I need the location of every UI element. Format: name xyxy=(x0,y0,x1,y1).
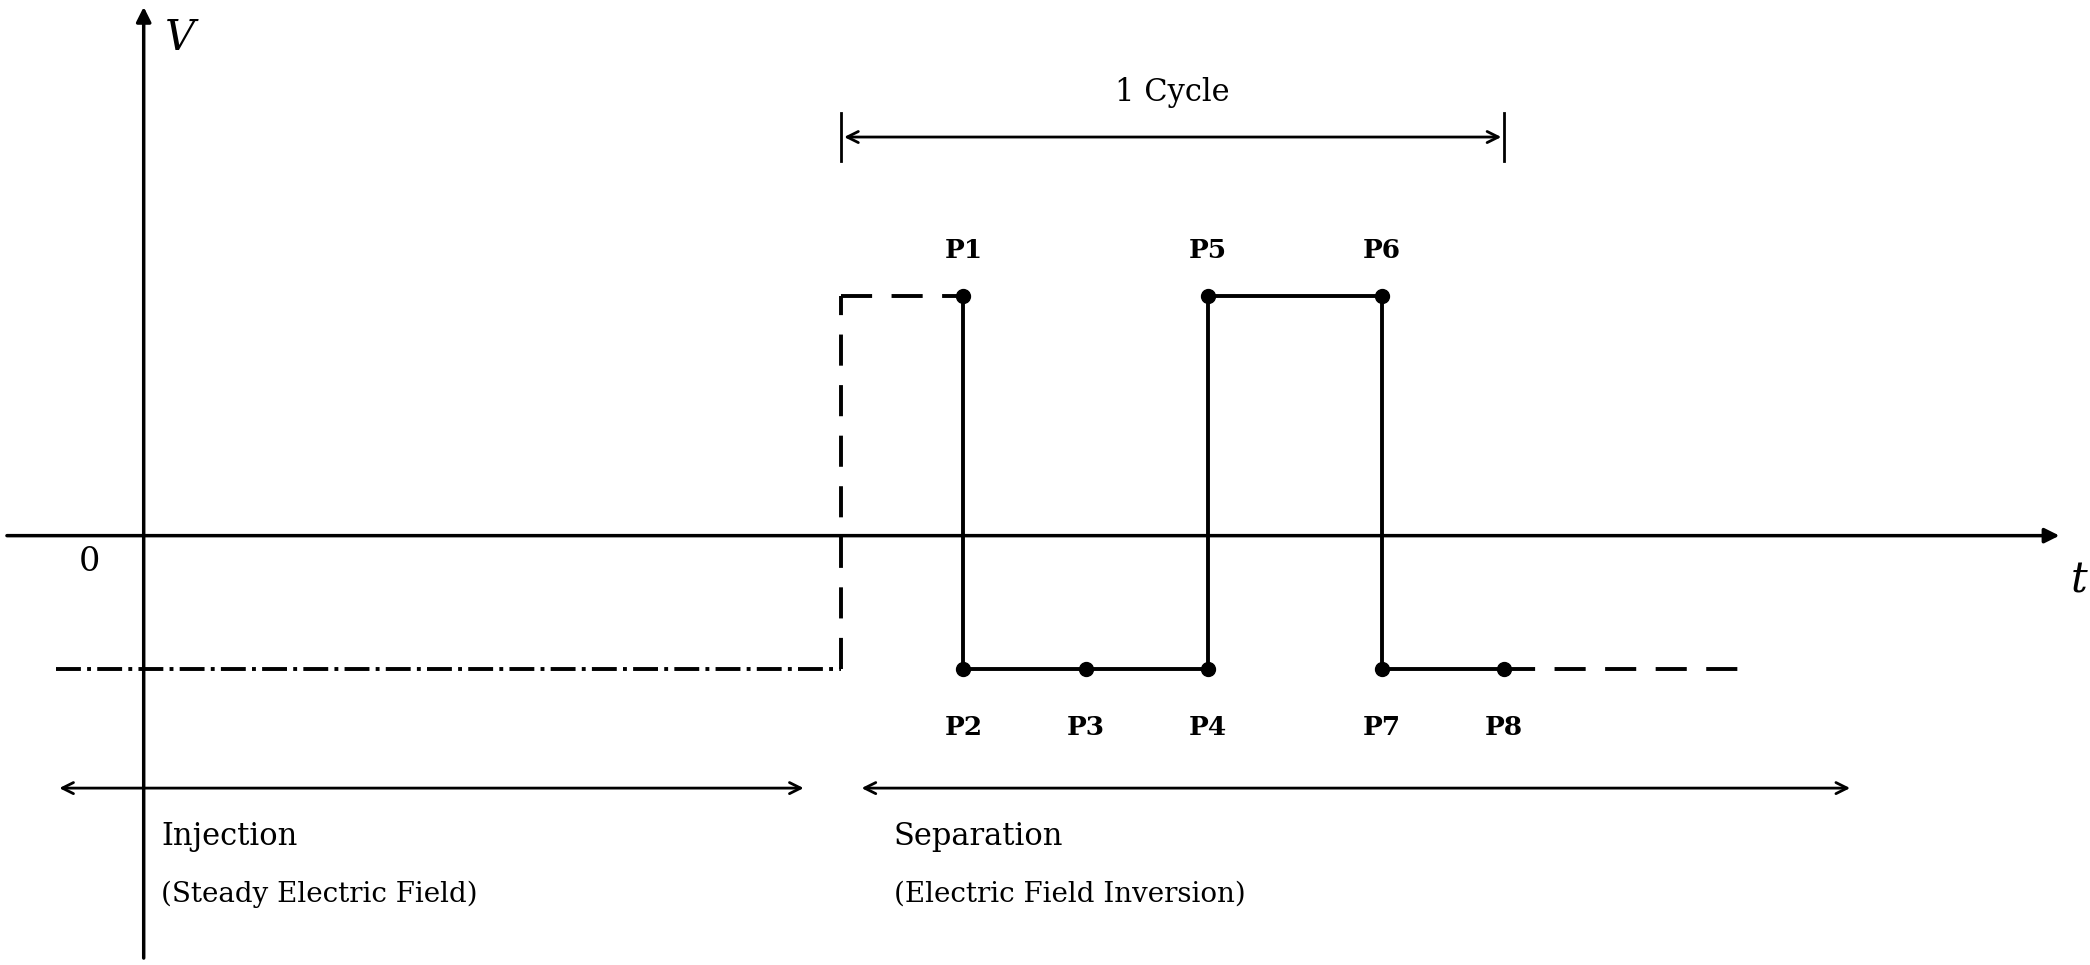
Text: P2: P2 xyxy=(945,715,982,740)
Text: t: t xyxy=(2071,560,2088,601)
Text: Injection: Injection xyxy=(161,821,297,852)
Text: Separation: Separation xyxy=(895,821,1064,852)
Text: (Steady Electric Field): (Steady Electric Field) xyxy=(161,881,479,908)
Text: 0: 0 xyxy=(79,546,100,578)
Text: P8: P8 xyxy=(1486,715,1524,740)
Text: P6: P6 xyxy=(1363,238,1400,263)
Text: P5: P5 xyxy=(1189,238,1227,263)
Text: (Electric Field Inversion): (Electric Field Inversion) xyxy=(895,881,1246,908)
Text: P4: P4 xyxy=(1189,715,1227,740)
Text: V: V xyxy=(165,17,194,60)
Text: 1 Cycle: 1 Cycle xyxy=(1116,77,1231,108)
Text: P7: P7 xyxy=(1363,715,1400,740)
Text: P3: P3 xyxy=(1066,715,1106,740)
Text: P1: P1 xyxy=(945,238,982,263)
